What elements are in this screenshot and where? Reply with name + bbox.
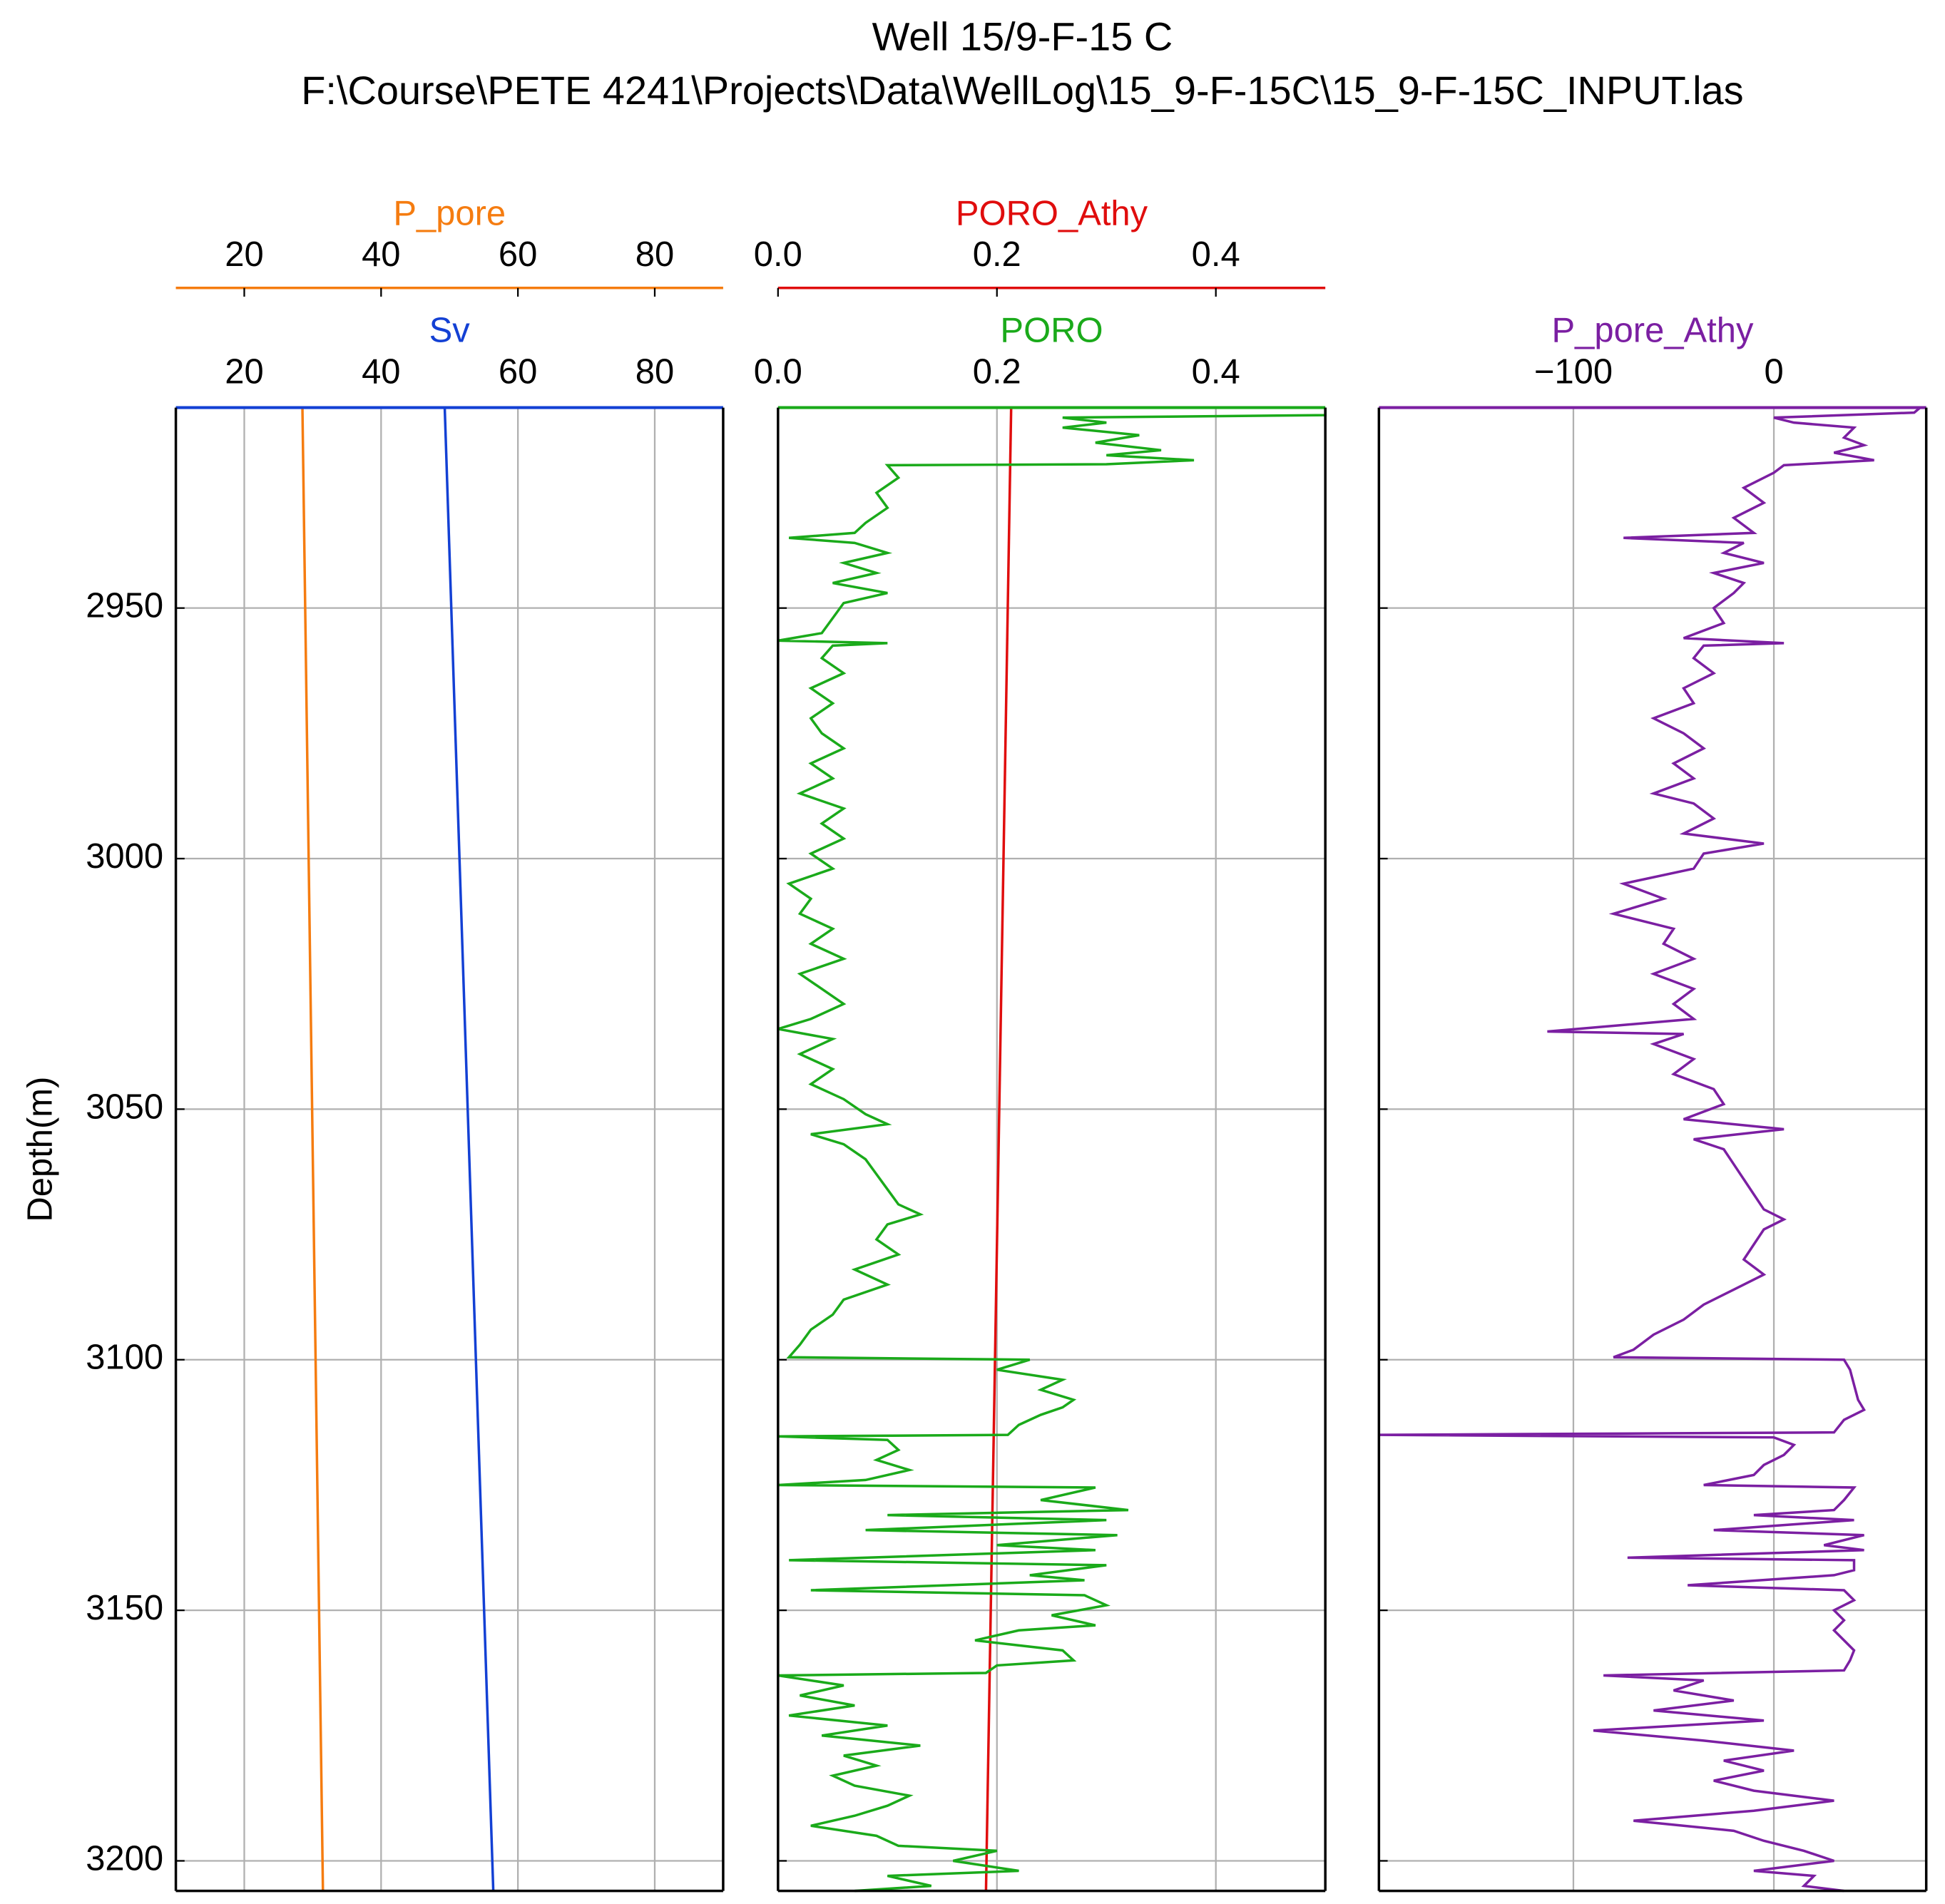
top-tick-label: 80 (635, 235, 674, 274)
x-tick-label: 0.0 (754, 352, 802, 391)
x-tick-label: 60 (499, 352, 537, 391)
log-curve (777, 407, 1327, 1893)
x-tick-label: −100 (1534, 352, 1613, 391)
y-tick-label: 3000 (86, 837, 163, 876)
axis-label: P_pore_Athy (1552, 312, 1754, 350)
log-curve (443, 407, 495, 1891)
top-tick-label: 0.4 (1192, 235, 1240, 274)
log-curve (984, 407, 1013, 1891)
y-axis-label: Depth(m) (21, 1077, 59, 1222)
log-curve (301, 407, 325, 1891)
top-axis-label: PORO_Athy (956, 194, 1148, 232)
x-tick-label: 0 (1764, 352, 1783, 391)
figure-title: Well 15/9-F-15 C (872, 14, 1173, 59)
x-tick-label: 20 (225, 352, 263, 391)
axis-label: Sv (429, 312, 471, 350)
y-tick-label: 3150 (86, 1589, 163, 1627)
x-tick-label: 40 (362, 352, 400, 391)
top-tick-label: 0.0 (754, 235, 802, 274)
x-tick-label: 80 (635, 352, 674, 391)
top-tick-label: 0.2 (973, 235, 1021, 274)
axis-label: PORO (1000, 312, 1103, 350)
y-tick-label: 3200 (86, 1839, 163, 1878)
figure-subtitle: F:\Course\PETE 4241\Projects\Data\WellLo… (301, 68, 1743, 113)
top-tick-label: 40 (362, 235, 400, 274)
top-tick-label: 60 (499, 235, 537, 274)
top-axis-label: P_pore (393, 194, 506, 232)
y-tick-label: 3050 (86, 1087, 163, 1126)
y-tick-label: 3100 (86, 1339, 163, 1377)
x-tick-label: 0.4 (1192, 352, 1240, 391)
top-tick-label: 20 (225, 235, 263, 274)
log-curve (1379, 406, 1921, 1893)
y-tick-label: 2950 (86, 587, 163, 625)
x-tick-label: 0.2 (973, 352, 1021, 391)
